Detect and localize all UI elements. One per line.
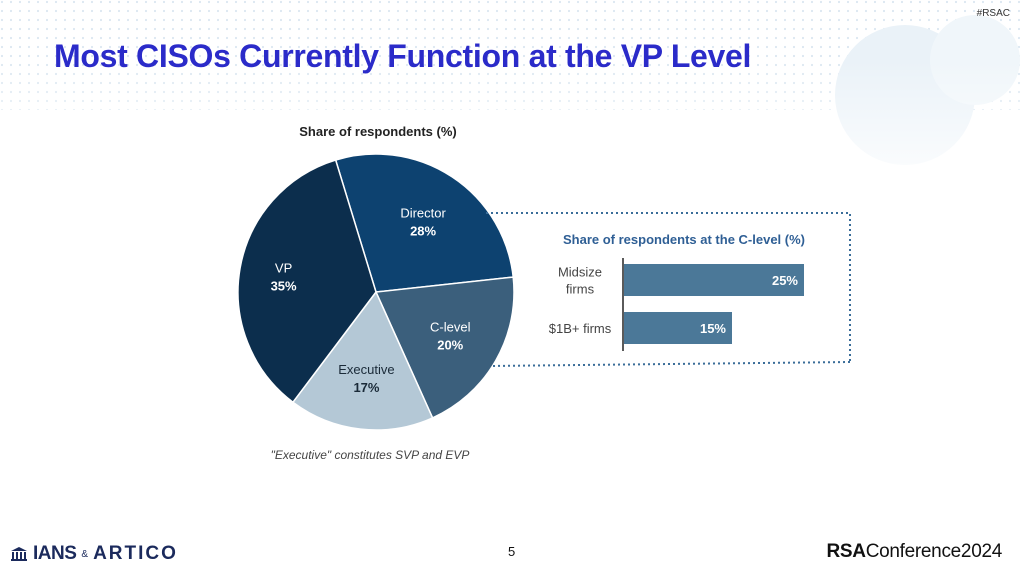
bar-category-label-1b-firms: $1B+ firms bbox=[549, 321, 612, 336]
pie-value-vp: 35% bbox=[271, 279, 297, 294]
bar-chart-title: Share of respondents at the C-level (%) bbox=[563, 232, 805, 247]
pie-footnote: "Executive" constitutes SVP and EVP bbox=[271, 448, 470, 462]
hashtag-label: #RSAC bbox=[976, 8, 1010, 19]
pie-value-director: 28% bbox=[410, 224, 436, 239]
pie-chart-title: Share of respondents (%) bbox=[299, 124, 456, 139]
partner-logos: IANS & ARTICO bbox=[10, 543, 178, 565]
bar-value-1b-firms: 15% bbox=[700, 321, 726, 336]
bar-1b-firms bbox=[624, 312, 732, 344]
background-dot-pattern bbox=[0, 0, 1024, 200]
ians-building-icon bbox=[11, 547, 27, 561]
pie-slice-vp bbox=[237, 159, 377, 404]
logo-ampersand: & bbox=[81, 548, 89, 560]
pie-label-c-level: C-level bbox=[430, 320, 471, 335]
rsa-logo-conference: Conference bbox=[865, 541, 962, 562]
bar-category-label-midsize-firms: Midsize bbox=[558, 265, 602, 280]
bar-category-label-midsize-firms: firms bbox=[566, 282, 595, 297]
ians-logo-text: IANS bbox=[33, 543, 77, 564]
pie-value-executive: 17% bbox=[353, 380, 379, 395]
pie-slice-executive bbox=[291, 290, 434, 431]
pie-value-c-level: 20% bbox=[437, 338, 463, 353]
pie-chart: Director 28% C-level 20% Executive 17% VP 35% bbox=[237, 153, 515, 431]
page-number: 5 bbox=[508, 544, 516, 559]
bar-chart: 25% Midsize firms 15% $1B+ firms bbox=[549, 264, 804, 344]
callout-connector-bottom bbox=[489, 361, 851, 367]
pie-label-director: Director bbox=[400, 206, 446, 221]
pie-slice-director bbox=[334, 153, 515, 293]
page-title: Most CISOs Currently Function at the VP … bbox=[54, 38, 752, 74]
pie-label-executive: Executive bbox=[338, 362, 394, 377]
callout-connector-top bbox=[486, 212, 851, 362]
artico-logo-text: ARTICO bbox=[93, 543, 178, 564]
bar-value-midsize-firms: 25% bbox=[772, 273, 798, 288]
rsa-logo-year: 2024 bbox=[960, 541, 1002, 562]
pie-label-vp: VP bbox=[275, 261, 292, 276]
rsa-conference-logo: RSAConference2024 bbox=[826, 541, 1002, 563]
pie-slice-c-level bbox=[374, 276, 515, 419]
rsa-logo-bold: RSA bbox=[826, 541, 866, 562]
bar-midsize-firms bbox=[624, 264, 804, 296]
